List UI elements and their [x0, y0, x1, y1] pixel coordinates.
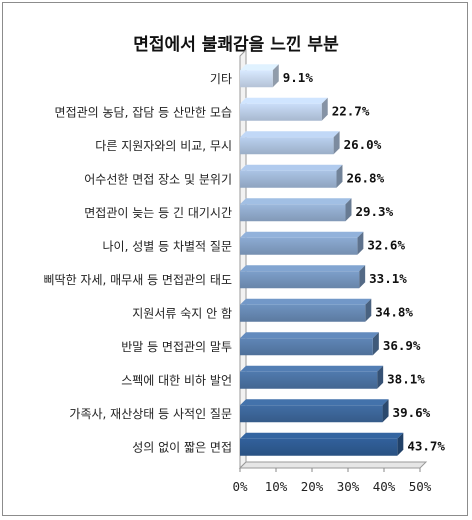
- x-tick-label: 20%: [301, 479, 324, 494]
- bar-top-face: [240, 231, 364, 238]
- bar-side-face: [345, 198, 352, 222]
- bar-top-face: [240, 399, 389, 406]
- value-label: 39.6%: [393, 405, 431, 420]
- value-label: 32.6%: [367, 237, 405, 252]
- value-label: 22.7%: [332, 103, 370, 118]
- bar-side-face: [333, 131, 340, 155]
- bar-side-face: [372, 332, 379, 356]
- bar-side-face: [365, 298, 372, 322]
- bar: [240, 271, 360, 289]
- bar-group: 기타 9.1%: [210, 64, 314, 88]
- bar: [240, 70, 273, 88]
- category-label: 면접관의 농담, 잡담 등 산만한 모습: [55, 105, 232, 119]
- bar: [240, 137, 334, 155]
- category-label: 나이, 성별 등 차별적 질문: [103, 239, 232, 253]
- bar-side-face: [377, 365, 384, 389]
- bar-top-face: [240, 265, 366, 272]
- value-label: 34.8%: [375, 304, 413, 319]
- value-label: 26.0%: [344, 137, 382, 152]
- bar-side-face: [359, 265, 366, 289]
- category-label: 면접관이 늦는 등 긴 대기시간: [84, 206, 232, 220]
- bar-side-face: [272, 64, 279, 88]
- bar-top-face: [240, 164, 343, 171]
- chart-title: 면접에서 불쾌감을 느낀 부분: [133, 35, 339, 55]
- bar-top-face: [240, 97, 328, 104]
- bar-group: 스펙에 대한 비하 발언 38.1%: [121, 365, 425, 389]
- category-label: 어수선한 면접 장소 및 분위기: [84, 172, 232, 186]
- bar-side-face: [397, 432, 404, 456]
- bar: [240, 371, 378, 389]
- bar-top-face: [240, 365, 384, 372]
- category-label: 지원서류 숙지 안 함: [132, 306, 232, 320]
- value-label: 33.1%: [369, 271, 407, 286]
- bar-group: 삐딱한 자세, 매무새 등 면접관의 태도 33.1%: [44, 265, 407, 289]
- bar-top-face: [240, 432, 404, 439]
- bar-top-face: [240, 198, 352, 205]
- axis-floor: [238, 461, 428, 469]
- category-label: 기타: [210, 72, 232, 86]
- category-label: 다른 지원자와의 비교, 무시: [95, 139, 232, 153]
- value-label: 9.1%: [283, 70, 314, 85]
- bar-top-face: [240, 298, 372, 305]
- bar: [240, 304, 366, 322]
- bar-group: 지원서류 숙지 안 함 34.8%: [132, 298, 413, 322]
- bar: [240, 438, 398, 456]
- x-tick-label: 40%: [373, 479, 396, 494]
- x-tick-label: 0%: [232, 479, 248, 494]
- value-label: 29.3%: [355, 204, 393, 219]
- category-label: 성의 없이 짧은 면접: [132, 440, 232, 454]
- bar-side-face: [357, 231, 364, 255]
- bar-top-face: [240, 131, 340, 138]
- bar-top-face: [240, 64, 279, 71]
- bars-group: 기타 9.1% 면접관의 농담, 잡담 등 산만한 모습 22.7% 다른 지원자와의 …: [44, 64, 445, 456]
- x-tick-label: 30%: [337, 479, 360, 494]
- x-axis: 0% 10% 20% 30% 40% 50%: [232, 468, 432, 494]
- x-tick-label: 10%: [265, 479, 288, 494]
- x-tick-label: 50%: [409, 479, 432, 494]
- bar-side-face: [321, 97, 328, 121]
- chart-frame: [2, 2, 468, 516]
- bar-group: 가족사, 재산상태 등 사적인 질문 39.6%: [69, 399, 431, 423]
- bar-group: 반말 등 면접관의 말투 36.9%: [121, 332, 421, 356]
- bar-group: 성의 없이 짧은 면접 43.7%: [132, 432, 445, 456]
- bar: [240, 204, 346, 222]
- chart-floor: [238, 48, 428, 470]
- bar: [240, 338, 373, 356]
- bar-group: 면접관이 늦는 등 긴 대기시간 29.3%: [84, 198, 394, 222]
- bar-group: 면접관의 농담, 잡담 등 산만한 모습 22.7%: [55, 97, 370, 121]
- value-label: 43.7%: [407, 438, 445, 453]
- bar: [240, 170, 337, 188]
- bar-side-face: [382, 399, 389, 423]
- bar-group: 어수선한 면접 장소 및 분위기 26.8%: [84, 164, 385, 188]
- bar: [240, 405, 383, 423]
- bar-group: 다른 지원자와의 비교, 무시 26.0%: [95, 131, 382, 155]
- bar-side-face: [336, 164, 343, 188]
- category-label: 반말 등 면접관의 말투: [121, 340, 232, 354]
- category-label: 가족사, 재산상태 등 사적인 질문: [69, 407, 232, 421]
- category-label: 스펙에 대한 비하 발언: [121, 373, 232, 387]
- category-label: 삐딱한 자세, 매무새 등 면접관의 태도: [44, 273, 233, 287]
- bar-top-face: [240, 332, 379, 339]
- value-label: 26.8%: [346, 170, 384, 185]
- bar: [240, 103, 322, 121]
- bar: [240, 237, 358, 255]
- value-label: 38.1%: [387, 371, 425, 386]
- bar-group: 나이, 성별 등 차별적 질문 32.6%: [103, 231, 405, 255]
- value-label: 36.9%: [383, 338, 421, 353]
